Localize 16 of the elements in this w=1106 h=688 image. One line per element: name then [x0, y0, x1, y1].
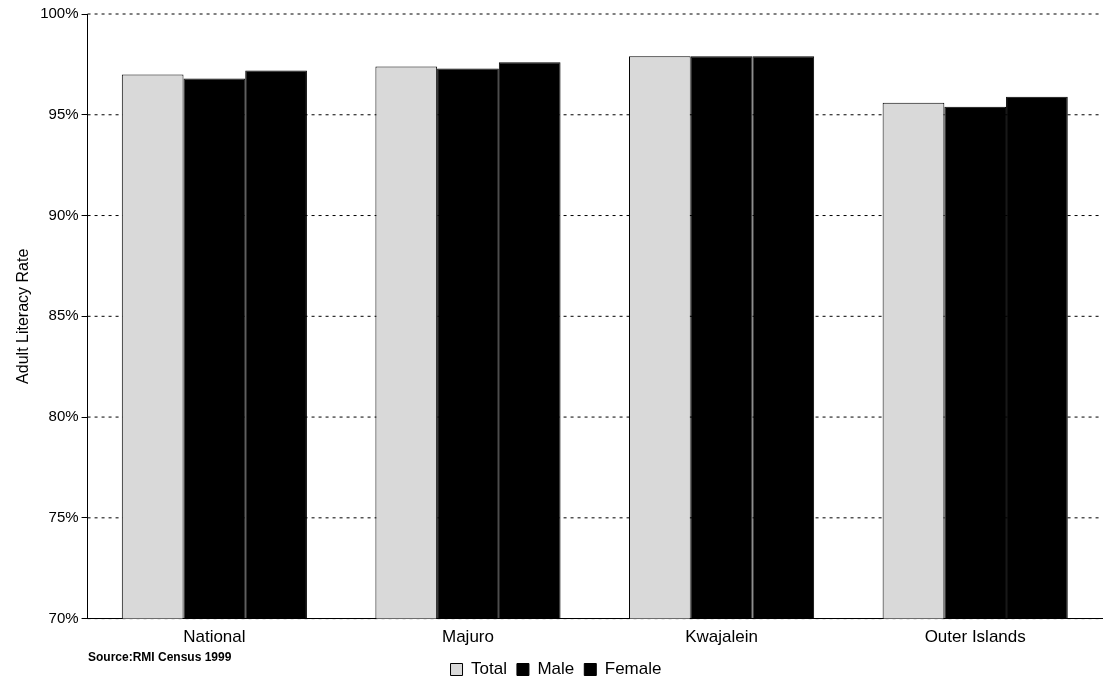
y-tick-label: 70% — [48, 608, 79, 626]
y-tick-label: 75% — [48, 507, 79, 525]
x-tick-label: Outer Islands — [924, 627, 1026, 647]
legend-label: Male — [537, 659, 575, 679]
y-axis-title: Adult Literacy Rate — [14, 248, 32, 384]
x-tick-label: Kwajalein — [685, 627, 758, 647]
y-tick-label: 90% — [48, 205, 79, 223]
legend-label: Total — [471, 659, 507, 679]
y-tick-label: 80% — [48, 407, 79, 425]
y-tick-label: 85% — [48, 306, 79, 324]
legend-label: Female — [604, 659, 662, 679]
y-tick-label: 100% — [40, 4, 79, 22]
y-tick-label: 95% — [48, 104, 79, 122]
x-tick-label: Majuro — [441, 627, 494, 647]
x-tick-label: National — [183, 627, 246, 647]
source-note: Source:RMI Census 1999 — [88, 650, 232, 664]
